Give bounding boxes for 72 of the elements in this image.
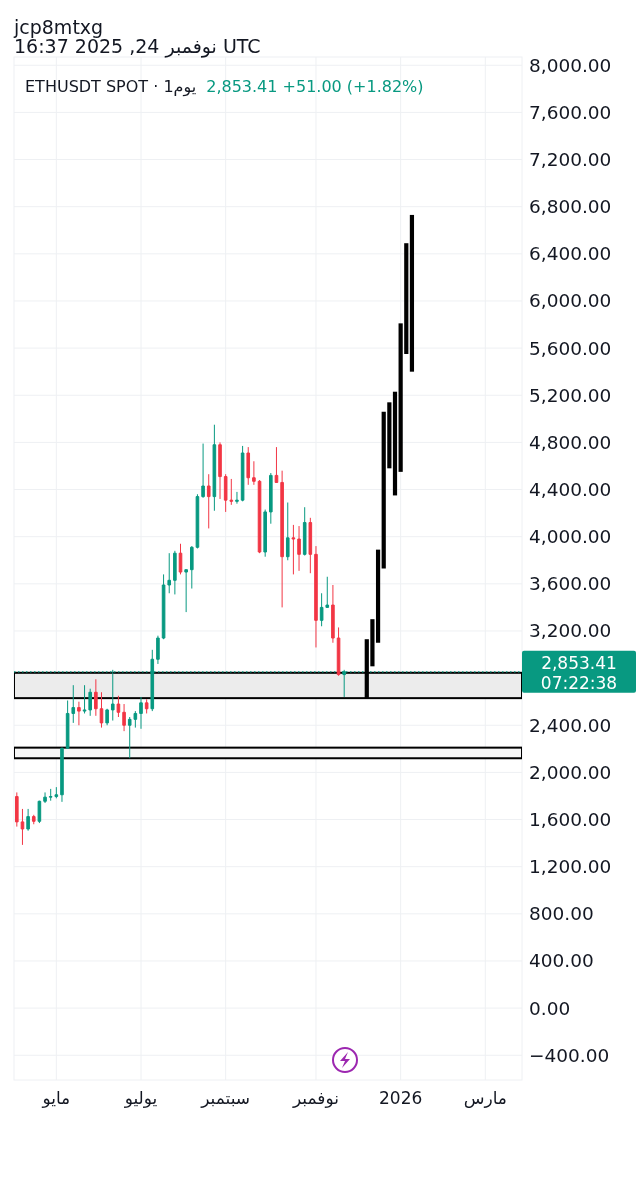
text: 07:22:38 — [540, 672, 618, 693]
candlestick — [116, 695, 121, 718]
y-tick-label: 6,800.00 — [529, 196, 612, 218]
candlestick — [336, 626, 341, 677]
candlestick — [206, 473, 211, 529]
text: ETHUSDT SPOT · 1يوم — [25, 77, 197, 97]
candlestick — [246, 446, 251, 486]
candlestick — [240, 445, 245, 502]
candlestick — [105, 708, 109, 726]
candlestick — [184, 569, 188, 613]
y-tick-label: 800.00 — [529, 903, 594, 925]
y-tick-label: 2,400.00 — [529, 714, 612, 736]
bar — [392, 391, 398, 496]
y-tick-label: 5,600.00 — [529, 337, 612, 359]
candlestick — [291, 524, 296, 575]
candlestick — [252, 460, 256, 486]
x-tick-label: مايو — [41, 1088, 71, 1108]
y-tick-label: 5,200.00 — [529, 384, 612, 406]
candlestick — [218, 441, 222, 500]
y-tick-label: 1,200.00 — [529, 856, 612, 878]
y-tick-label: 4,000.00 — [529, 526, 612, 548]
candlestick — [94, 678, 98, 717]
y-tick-label: 8,000.00 — [529, 54, 612, 76]
x-tick-label: مارس — [463, 1088, 507, 1108]
candlestick — [122, 703, 126, 732]
candlestick — [37, 800, 42, 824]
candlestick — [173, 550, 177, 595]
candlestick — [263, 509, 267, 558]
y-tick-label: 7,600.00 — [529, 101, 612, 123]
candlestick — [139, 696, 143, 730]
y-tick-label: 4,800.00 — [529, 431, 612, 453]
candlestick — [77, 701, 81, 726]
y-tick-label: 4,400.00 — [529, 479, 612, 501]
y-tick-label: 6,400.00 — [529, 243, 612, 265]
text: 2,853.41 +51.00 (+1.82%) — [206, 77, 424, 96]
y-tick-label: 1,600.00 — [529, 809, 612, 831]
y-tick-label: 7,200.00 — [529, 149, 612, 171]
candlestick — [235, 491, 239, 505]
candlestick — [212, 424, 217, 512]
x-tick-label: نوفمبر — [291, 1088, 339, 1108]
ref-line-label: 2,853.41 — [541, 652, 617, 673]
candlestick — [274, 446, 279, 483]
candlestick — [31, 814, 36, 825]
candlestick — [314, 545, 318, 648]
y-tick-label: 3,200.00 — [529, 620, 612, 642]
candlestick — [26, 808, 30, 832]
candlestick — [20, 808, 25, 846]
candlestick — [331, 584, 335, 644]
y-tick-label: 3,600.00 — [529, 573, 612, 595]
y-tick-label: 0.00 — [529, 997, 571, 1019]
candlestick — [297, 525, 301, 572]
candlestick — [285, 502, 290, 561]
x-tick-label: 2026 — [379, 1088, 423, 1108]
y-tick-label: 2,000.00 — [529, 761, 612, 783]
candlestick — [308, 517, 313, 574]
candlestick — [144, 698, 149, 714]
y-tick-label: 400.00 — [529, 950, 594, 972]
candlestick — [302, 506, 307, 557]
bar — [409, 214, 415, 372]
candlestick — [15, 791, 19, 828]
candlestick — [43, 791, 47, 804]
candlestick — [269, 472, 273, 525]
candlestick — [60, 747, 64, 803]
candlestick — [156, 635, 160, 665]
x-tick-label: سبتمبر — [200, 1088, 251, 1108]
candlestick — [280, 470, 284, 608]
x-tick-label: يوليو — [123, 1088, 158, 1108]
y-tick-label: −400.00 — [529, 1044, 610, 1066]
candlestick — [99, 691, 104, 729]
y-tick-label: 6,000.00 — [529, 290, 612, 312]
candlestick — [201, 443, 205, 499]
text: jcp8mtxg — [13, 16, 104, 38]
